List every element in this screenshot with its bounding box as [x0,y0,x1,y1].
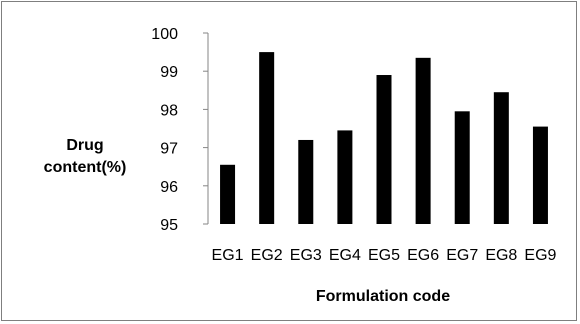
bar-eg9 [532,126,548,224]
bar-eg8 [493,92,509,225]
y-axis-title-line-2: content(%) [44,159,127,176]
bar-eg4 [337,130,353,224]
x-tick-label: EG1 [212,247,244,264]
y-tick-label: 95 [160,217,178,234]
bar-eg6 [415,57,431,224]
x-axis-ticks: EG1 EG2 EG3 EG4 EG5 EG6 EG7 EG8 EG9 [212,247,557,264]
y-tick-label: 96 [160,179,178,196]
y-tick-label: 99 [160,64,178,81]
y-axis-ticks: 95 96 97 98 99 100 [151,26,208,234]
x-tick-label: EG8 [485,247,517,264]
x-tick-label: EG7 [446,247,478,264]
y-axis-title-line-1: Drug [66,137,103,154]
x-tick-label: EG3 [290,247,322,264]
y-tick-label: 98 [160,102,178,119]
bar-eg7 [454,111,470,224]
x-tick-label: EG6 [407,247,439,264]
x-axis-title: Formulation code [316,288,450,305]
bar-eg2 [259,52,275,224]
y-tick-label: 97 [160,141,178,158]
x-tick-label: EG4 [329,247,361,264]
x-tick-label: EG5 [368,247,400,264]
bar-eg3 [298,139,314,224]
y-tick-label: 100 [151,26,178,43]
x-tick-label: EG2 [251,247,283,264]
bar-eg5 [376,75,392,225]
bar-eg1 [220,164,236,224]
x-tick-label: EG9 [524,247,556,264]
bars [220,52,548,225]
